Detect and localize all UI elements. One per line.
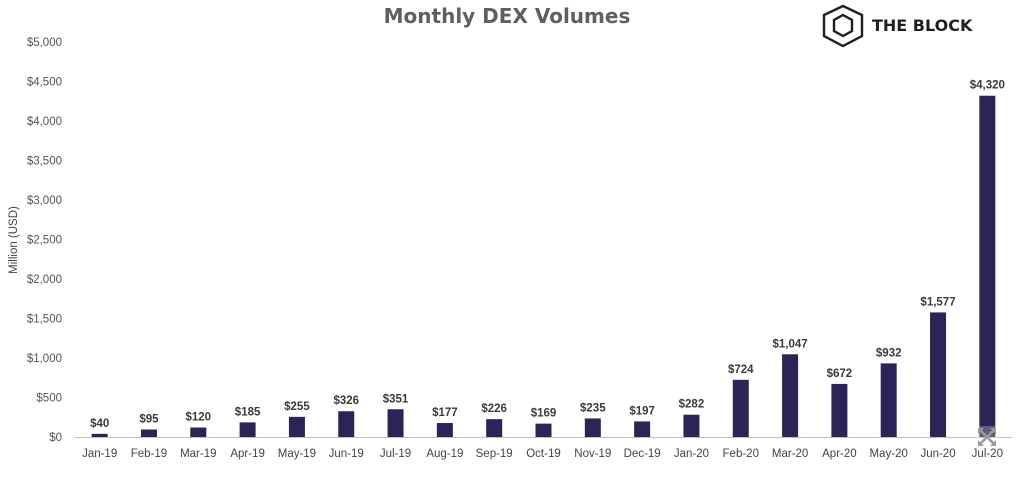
brand-name: THE BLOCK	[872, 16, 973, 35]
y-tick-label: $1,500	[27, 314, 62, 326]
y-tick-label: $500	[36, 393, 62, 405]
y-axis-label: Million (USD)	[8, 206, 20, 274]
x-tick-label: Aug-19	[426, 448, 463, 460]
data-label: $1,047	[772, 338, 807, 350]
y-tick-label: $3,000	[27, 195, 62, 207]
data-label: $95	[139, 413, 159, 425]
data-label: $255	[284, 401, 310, 413]
y-axis-ticks: $0 $500 $1,000 $1,500 $2,000 $2,500 $3,000 $3,5…	[27, 37, 62, 444]
x-tick-label: Dec-19	[624, 448, 661, 460]
x-tick-label: Jul-19	[380, 448, 411, 460]
bar	[683, 414, 700, 437]
bar	[239, 422, 256, 437]
bar	[930, 312, 947, 437]
x-tick-label: Jun-20	[920, 448, 955, 460]
bar	[880, 363, 897, 437]
bar	[732, 379, 749, 437]
data-label: $40	[90, 418, 109, 430]
brand-logo: THE BLOCK	[822, 4, 973, 48]
x-tick-label: Oct-19	[526, 448, 561, 460]
x-tick-label: May-20	[870, 448, 908, 460]
y-tick-label: $1,000	[27, 353, 62, 365]
y-tick-label: $4,500	[27, 77, 62, 89]
bar	[979, 95, 996, 437]
bar	[831, 383, 848, 437]
data-label: $1,577	[920, 296, 955, 308]
bars	[91, 95, 996, 437]
cube-logo-icon	[822, 4, 864, 48]
data-label: $282	[679, 399, 705, 411]
bar	[436, 423, 453, 437]
data-label: $932	[876, 347, 902, 359]
x-tick-label: Nov-19	[574, 448, 611, 460]
bar	[634, 421, 651, 437]
data-labels: $40 $95 $120 $185 $255 $326 $351 $177 $226 $169 $2…	[90, 80, 1005, 430]
bar	[387, 409, 404, 437]
data-label: $351	[383, 393, 409, 405]
x-tick-label: Mar-20	[772, 448, 808, 460]
y-tick-label: $2,500	[27, 235, 62, 247]
data-label: $177	[432, 407, 458, 419]
x-axis-ticks: Jan-19 Feb-19 Mar-19 Apr-19 May-19 Jun-19 Jul-…	[82, 448, 1003, 460]
bar	[190, 427, 207, 437]
y-tick-label: $5,000	[27, 37, 62, 49]
y-tick-label: $2,000	[27, 274, 62, 286]
x-tick-label: Feb-19	[131, 448, 167, 460]
data-label: $4,320	[970, 80, 1005, 92]
data-label: $226	[481, 403, 507, 415]
data-label: $326	[333, 395, 359, 407]
y-tick-label: $0	[49, 432, 62, 444]
x-tick-label: Mar-19	[180, 448, 216, 460]
bar	[140, 429, 157, 437]
y-tick-label: $3,500	[27, 156, 62, 168]
bar	[91, 433, 108, 437]
data-label: $197	[629, 405, 655, 417]
data-label: $672	[827, 368, 853, 380]
x-tick-label: Jul-20	[972, 448, 1003, 460]
x-tick-label: Apr-20	[822, 448, 857, 460]
bar	[486, 419, 503, 437]
data-label: $235	[580, 402, 606, 414]
x-tick-label: Sep-19	[476, 448, 513, 460]
x-tick-label: Jun-19	[329, 448, 364, 460]
x-tick-label: Feb-20	[723, 448, 759, 460]
bar	[782, 354, 799, 437]
chart-title: Monthly DEX Volumes	[384, 4, 631, 28]
bar	[584, 418, 601, 437]
x-tick-label: Jan-19	[82, 448, 117, 460]
x-tick-label: Jan-20	[674, 448, 709, 460]
data-label: $169	[531, 408, 557, 420]
bar	[535, 423, 552, 437]
x-tick-label: Apr-19	[230, 448, 265, 460]
x-tick-label: May-19	[278, 448, 316, 460]
bar	[288, 416, 305, 437]
data-label: $120	[185, 412, 211, 424]
y-tick-label: $4,000	[27, 116, 62, 128]
data-label: $185	[235, 406, 261, 418]
data-label: $724	[728, 364, 754, 376]
bar	[338, 411, 355, 437]
expand-icon[interactable]	[976, 426, 998, 448]
